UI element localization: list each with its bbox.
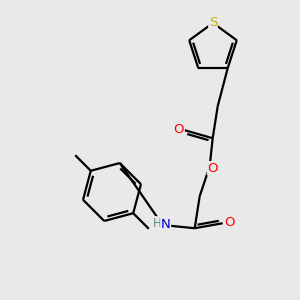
Text: H: H <box>153 217 162 230</box>
Text: S: S <box>209 16 217 29</box>
Text: N: N <box>161 218 171 231</box>
Text: O: O <box>173 123 184 136</box>
Text: O: O <box>224 216 235 229</box>
Text: O: O <box>207 162 218 175</box>
